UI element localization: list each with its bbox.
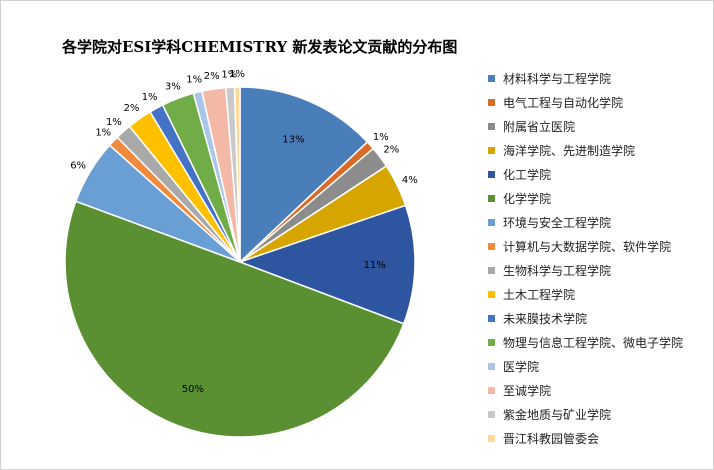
pie-slice-label-5: 50% (182, 384, 204, 395)
legend-item: 材料科学与工程学院 (488, 66, 710, 90)
legend-swatch (488, 122, 495, 130)
pie-slice-0 (239, 86, 369, 264)
legend-swatch (488, 170, 495, 178)
pie-slice-label-9: 2% (124, 103, 140, 114)
pie-slice-label-11: 3% (165, 81, 181, 92)
legend-item: 计算机与大数据学院、软件学院 (488, 234, 710, 258)
legend-item: 晋江科教园管委会 (488, 426, 710, 450)
legend-label: 未来膜技术学院 (503, 311, 588, 326)
pie-slice-label-14: 1% (221, 69, 237, 80)
legend-swatch (488, 242, 495, 250)
legend-label: 材料科学与工程学院 (503, 71, 612, 86)
legend-item: 至诚学院 (488, 378, 710, 402)
pie-slice-label-2: 2% (383, 145, 399, 156)
pie-slice-label-10: 1% (142, 92, 158, 103)
pie-slice-label-6: 6% (70, 160, 86, 171)
legend-label: 海洋学院、先进制造学院 (503, 143, 636, 158)
legend-item: 土木工程学院 (488, 282, 710, 306)
legend-label: 至诚学院 (503, 383, 552, 398)
legend-swatch (488, 218, 495, 226)
legend-item: 化工学院 (488, 162, 710, 186)
legend-label: 环境与安全工程学院 (503, 215, 612, 230)
legend-swatch (488, 98, 495, 106)
legend-item: 环境与安全工程学院 (488, 210, 710, 234)
legend-label: 晋江科教园管委会 (503, 431, 600, 446)
legend-swatch (488, 386, 495, 394)
legend-item: 物理与信息工程学院、微电子学院 (488, 330, 710, 354)
legend-item: 电气工程与自动化学院 (488, 90, 710, 114)
legend-swatch (488, 194, 495, 202)
pie-slice-4 (237, 204, 416, 325)
legend-label: 计算机与大数据学院、软件学院 (503, 239, 672, 254)
legend-swatch (488, 74, 495, 82)
pie-slice-label-3: 4% (402, 175, 418, 186)
legend-swatch (488, 314, 495, 322)
pie-slice-label-13: 2% (204, 71, 220, 82)
legend-label: 电气工程与自动化学院 (503, 95, 624, 110)
pie-slice-label-12: 1% (186, 75, 202, 86)
legend-label: 生物科学与工程学院 (503, 263, 612, 278)
legend-label: 医学院 (503, 359, 540, 374)
legend-label: 土木工程学院 (503, 287, 576, 302)
legend-swatch (488, 338, 495, 346)
pie-slice-label-1: 1% (373, 132, 389, 143)
pie-slice-label-8: 1% (106, 117, 122, 128)
pie-slice-15 (233, 86, 241, 263)
chart-legend: 材料科学与工程学院 电气工程与自动化学院 附属省立医院海洋学院、先进制造学院 化工学院… (488, 66, 710, 450)
legend-item: 附属省立医院 (488, 114, 710, 138)
legend-swatch (488, 410, 495, 418)
legend-label: 附属省立医院 (503, 119, 576, 134)
pie-slice-label-7: 1% (95, 128, 111, 139)
legend-swatch (488, 266, 495, 274)
pie-slice-label-0: 13% (282, 134, 304, 145)
legend-swatch (488, 146, 495, 154)
legend-label: 物理与信息工程学院、微电子学院 (503, 335, 684, 350)
legend-item: 生物科学与工程学院 (488, 258, 710, 282)
legend-item: 未来膜技术学院 (488, 306, 710, 330)
legend-item: 紫金地质与矿业学院 (488, 402, 710, 426)
legend-item: 医学院 (488, 354, 710, 378)
chart-title: 各学院对ESI学科CHEMISTRY 新发表论文贡献的分布图 (62, 38, 458, 56)
legend-item: 化学学院 (488, 186, 710, 210)
legend-swatch (488, 434, 495, 442)
legend-item: 海洋学院、先进制造学院 (488, 138, 710, 162)
pie-slice-label-15: 1% (229, 69, 245, 80)
pie-slice-label-4: 11% (364, 260, 386, 271)
legend-swatch (488, 290, 495, 298)
legend-label: 化学学院 (503, 191, 552, 206)
legend-label: 化工学院 (503, 167, 552, 182)
pie-slice-5 (64, 200, 405, 438)
legend-swatch (488, 362, 495, 370)
legend-label: 紫金地质与矿业学院 (503, 407, 612, 422)
